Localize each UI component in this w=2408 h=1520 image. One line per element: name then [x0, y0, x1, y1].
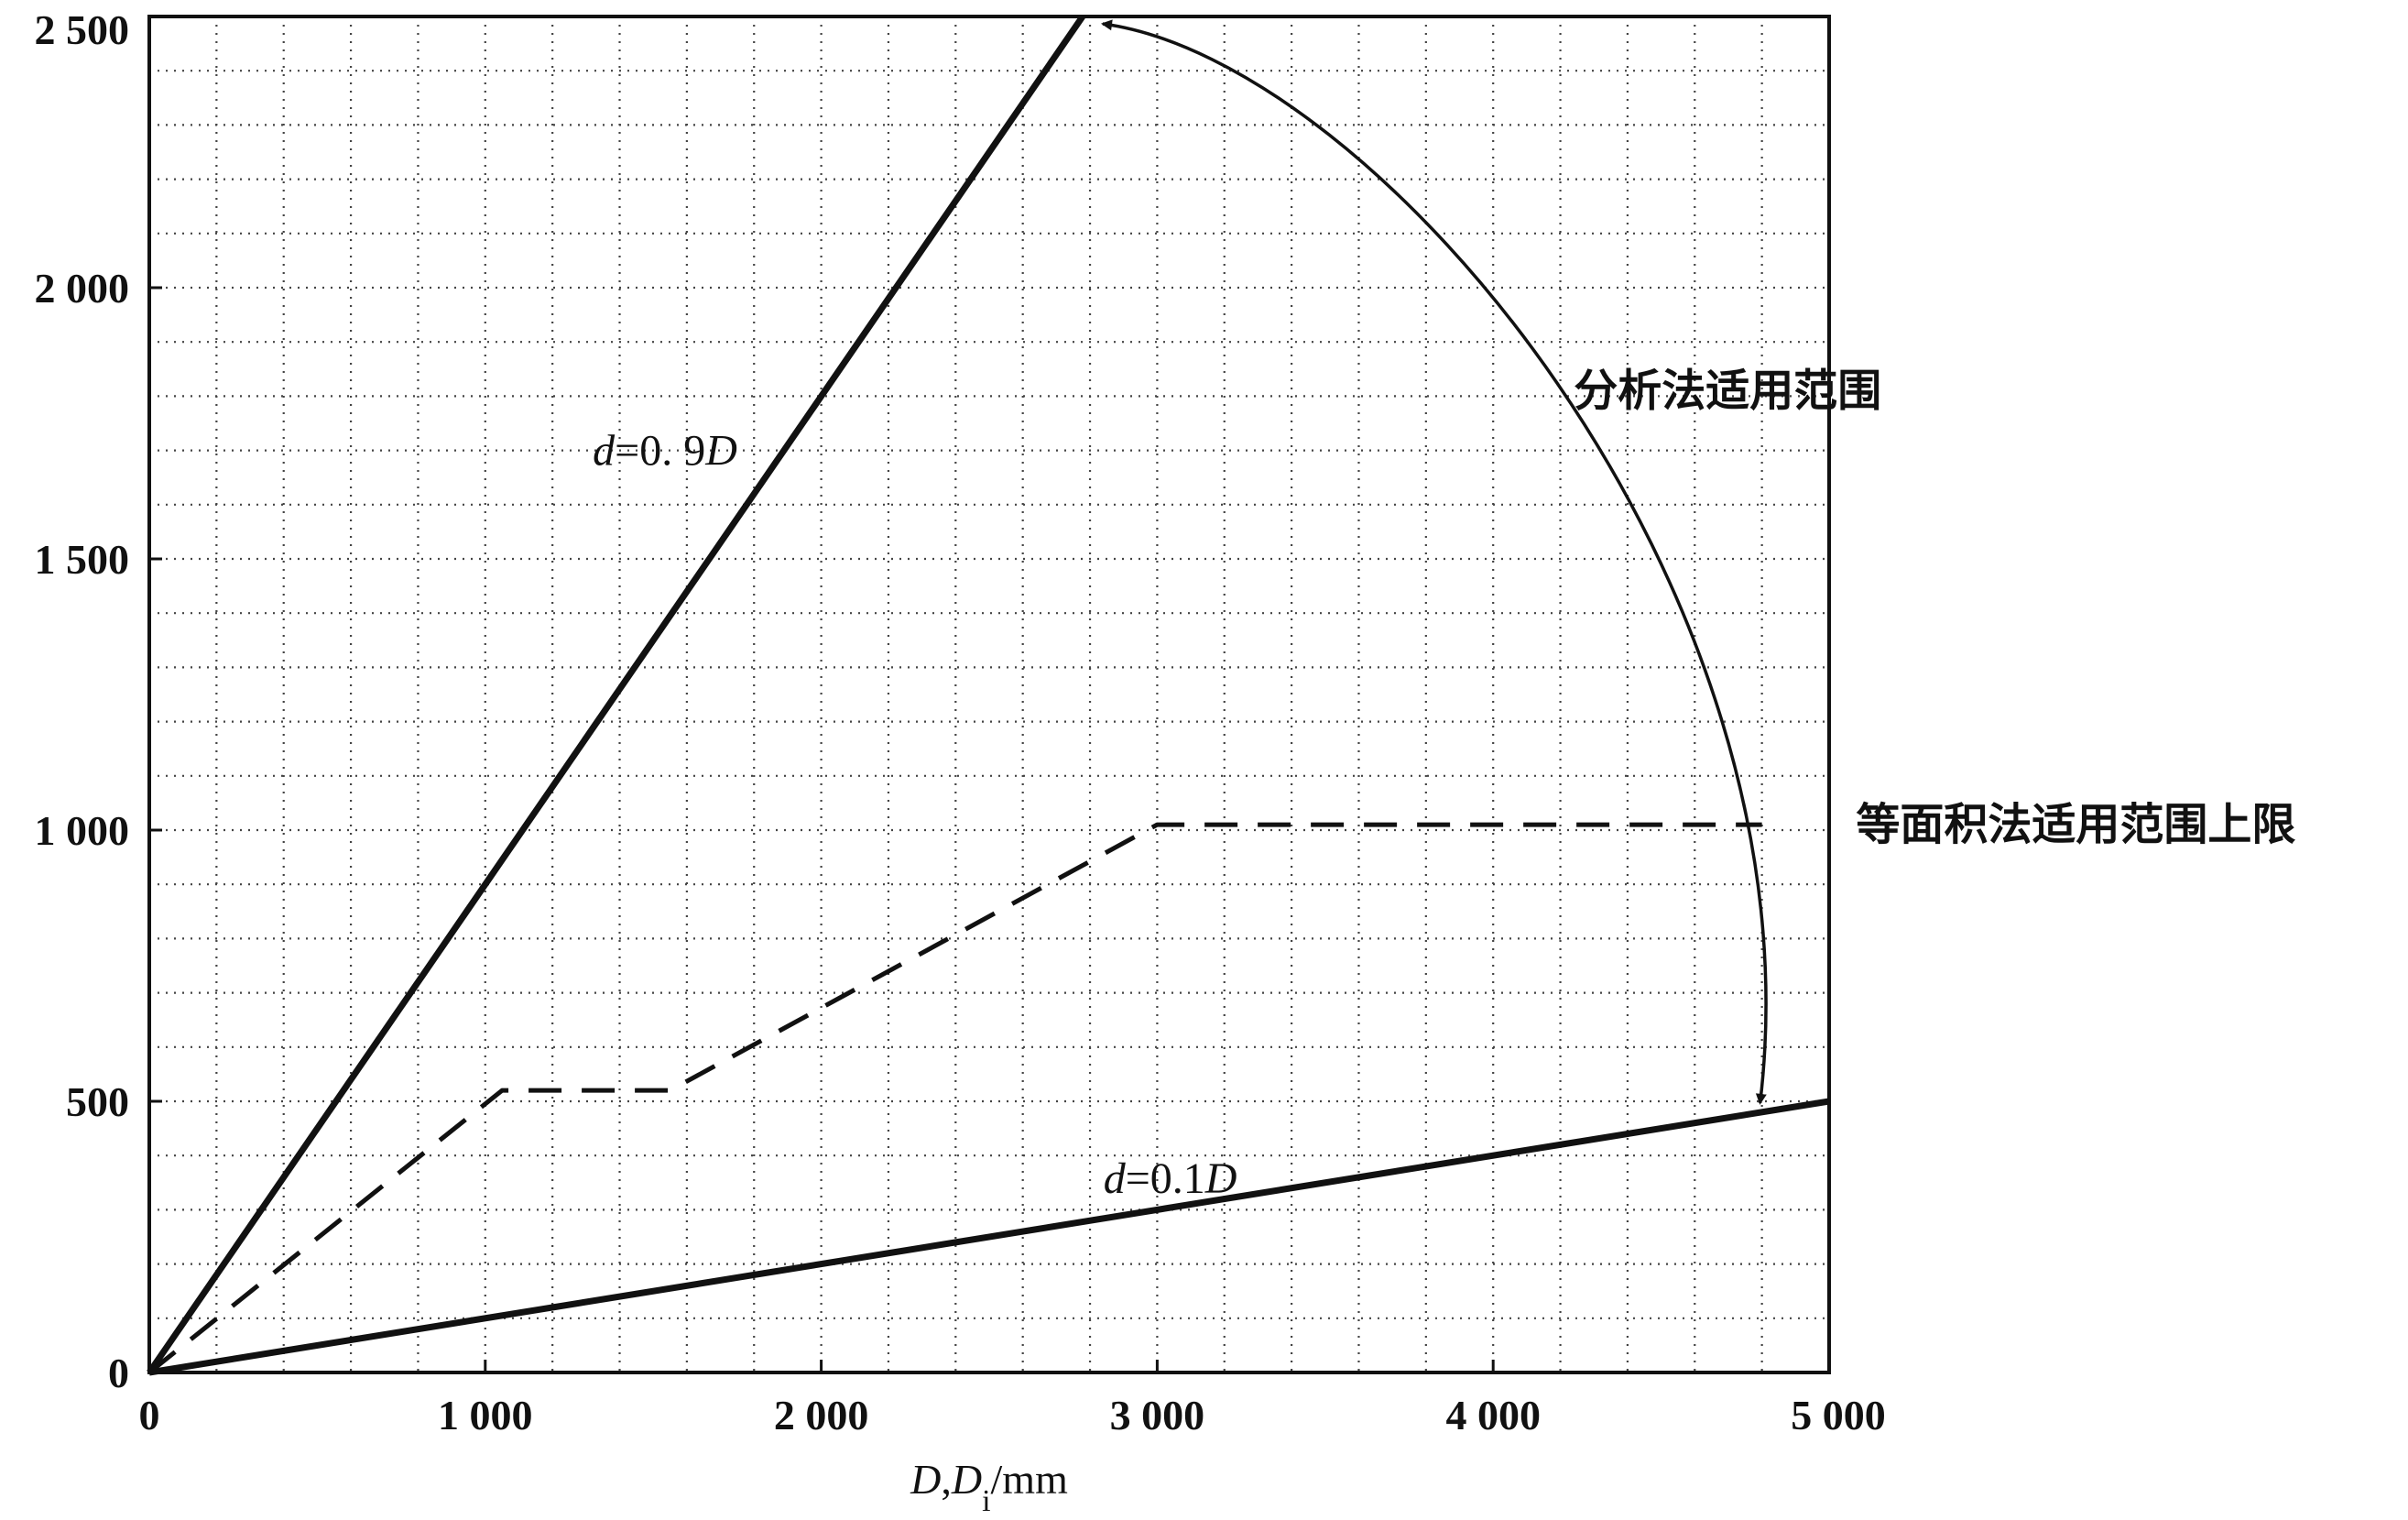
y-tick-label: 2 000: [35, 265, 130, 312]
tick-labels: 0 1 000 2 000 3 000 4 000 5 000 0 500 1 000 1 500…: [35, 6, 1886, 1438]
y-tick-label: 1 000: [35, 807, 130, 854]
series-line-1: [148, 1098, 1830, 1376]
annotations: d=0. 9D d=0.1D 分析法适用范围 等面积法适用范围上限 D,Di/m…: [593, 365, 2295, 1517]
y-tick-label: 1 500: [35, 536, 130, 583]
y-tick-label: 0: [108, 1350, 129, 1396]
series-label-0-9d: d=0. 9D: [593, 427, 737, 476]
x-tick-label: 5 000: [1791, 1392, 1886, 1438]
x-tick-label: 2 000: [774, 1392, 869, 1438]
plot-border: [147, 15, 1831, 1374]
x-tick-label: 1 000: [438, 1392, 533, 1438]
x-tick-label: 0: [139, 1392, 160, 1438]
y-tick-label: 2 500: [35, 6, 130, 53]
series-layer: [147, 15, 1830, 1376]
annotation-equal-area-upper-limit: 等面积法适用范围上限: [1856, 799, 2295, 850]
annotation-analysis-range: 分析法适用范围: [1574, 365, 1881, 416]
series-dashed-equal-area-limit: [147, 822, 1762, 1374]
x-tick-label: 4 000: [1445, 1392, 1541, 1438]
series-label-0-1d: d=0.1D: [1104, 1154, 1237, 1203]
y-tick-label: 500: [66, 1078, 129, 1125]
series-line-0: [147, 15, 1085, 1374]
x-tick-label: 3 000: [1110, 1392, 1205, 1438]
plot-frame: [147, 15, 1831, 1374]
x-axis-title: D,Di/mm: [910, 1456, 1068, 1518]
analysis-range-arc-arrow: [1100, 19, 1768, 1105]
